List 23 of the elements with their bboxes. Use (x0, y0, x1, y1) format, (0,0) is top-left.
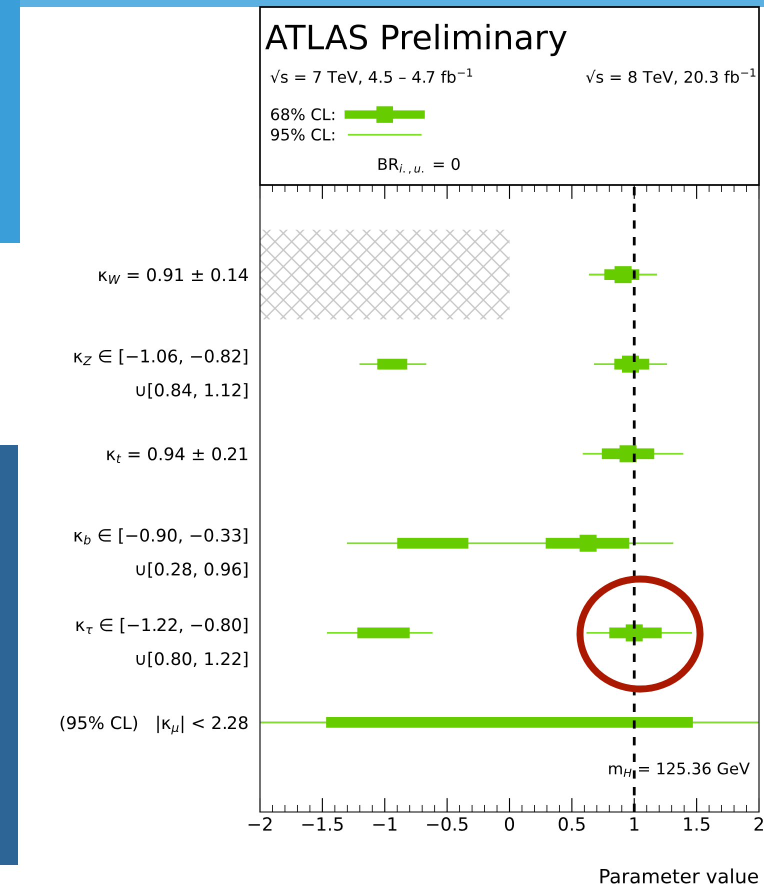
x-tick-label: −0.5 (427, 817, 468, 831)
x-tick-label: −1.5 (302, 817, 343, 831)
text: √s = 8 TeV, 20.3 fb$^{−1}$ (586, 68, 756, 85)
x-tick-label: −2 (248, 817, 272, 831)
y-tick-label: κ$_{b}$ ∈ [−0.90, −0.33] ∪[0.28, 0.96] (74, 528, 248, 578)
y-tick-label: κ$_{W}$ = 0.91 ± 0.14 (99, 268, 248, 284)
x-axis-title: Parameter value (600, 868, 758, 884)
x-tick-label: 2 (754, 817, 763, 831)
y-tick-label: (95% CL) |κ$_{μ}$| < 2.28 (60, 716, 248, 734)
x-tick-label: 0.5 (558, 817, 585, 831)
chart-title: ATLAS Preliminary (265, 24, 567, 56)
annotation: m$_{H}$ = 125.36 GeV (609, 762, 750, 777)
legend-label: 95% CL: (270, 128, 334, 141)
y-tick-label: κ$_{t}$ = 0.94 ± 0.21 (107, 447, 248, 464)
y-tick-label: κ$_{Z}$ ∈ [−1.06, −0.82] ∪[0.84, 1.12] (74, 349, 248, 399)
y-tick-label: κ$_{τ}$ ∈ [−1.22, −0.80] ∪[0.80, 1.22] (76, 618, 248, 668)
legend-label: 68% CL: (271, 108, 334, 120)
text: √s = 7 TeV, 4.5 – 4.7 fb$^{−1}$ (270, 68, 472, 85)
text: BR$_{i.,u.}$ = 0 (378, 158, 460, 174)
x-tick-label: 1.5 (684, 817, 710, 831)
x-tick-label: 0 (504, 817, 514, 831)
x-tick-label: −1 (373, 817, 396, 831)
x-tick-label: 1 (630, 817, 638, 831)
